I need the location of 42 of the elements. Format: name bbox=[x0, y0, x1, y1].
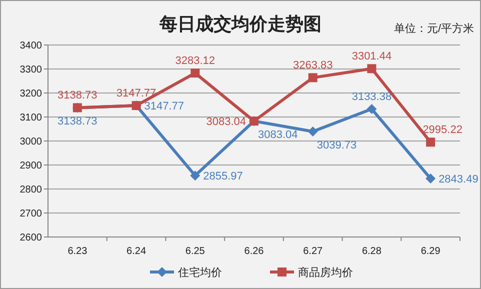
point bbox=[190, 68, 200, 78]
point bbox=[426, 138, 436, 147]
data-label: 3133.38 bbox=[352, 90, 392, 103]
point bbox=[366, 104, 377, 114]
legend-label: 住宅均价 bbox=[178, 266, 222, 279]
chart-title: 每日成交均价走势图 bbox=[158, 14, 322, 34]
point bbox=[308, 73, 318, 82]
text: 单位：元/平方米 bbox=[394, 22, 474, 35]
x-tick-label: 6.26 bbox=[244, 246, 264, 257]
data-label: 2995.22 bbox=[422, 124, 462, 136]
x-tick-label: 6.25 bbox=[185, 246, 206, 257]
y-tick-label: 2700 bbox=[20, 208, 42, 220]
data-label: 3147.77 bbox=[116, 88, 156, 100]
point bbox=[367, 64, 376, 74]
x-tick-label: 6.23 bbox=[68, 246, 88, 257]
data-label: 3083.04 bbox=[258, 129, 298, 142]
data-label: 3147.77 bbox=[144, 100, 184, 113]
data-label: 2855.97 bbox=[203, 170, 243, 183]
data-label: 3039.73 bbox=[316, 139, 357, 152]
data-label: 3138.73 bbox=[58, 90, 98, 102]
y-tick-label: 2600 bbox=[20, 232, 42, 244]
data-label: 3263.83 bbox=[292, 60, 333, 72]
x-tick-label: 6.27 bbox=[303, 246, 324, 257]
y-tick-label: 3100 bbox=[20, 112, 42, 124]
y-tick-label: 3300 bbox=[20, 64, 42, 76]
x-tick-label: 6.29 bbox=[420, 246, 441, 257]
legend-label: 商品房均价 bbox=[298, 266, 353, 279]
data-label: 3138.73 bbox=[58, 116, 98, 128]
data-label: 3083.04 bbox=[206, 116, 246, 128]
y-tick-label: 3400 bbox=[20, 40, 42, 52]
x-tick-label: 6.24 bbox=[126, 246, 146, 257]
y-tick-label: 2800 bbox=[20, 184, 42, 196]
x-tick-label: 6.28 bbox=[362, 246, 382, 257]
data-label: 3283.12 bbox=[175, 55, 216, 68]
data-label: 2843.49 bbox=[438, 174, 478, 186]
point bbox=[426, 174, 436, 184]
point bbox=[308, 126, 318, 136]
data-label: 3301.44 bbox=[352, 50, 392, 63]
y-tick-label: 2900 bbox=[20, 160, 42, 172]
y-tick-label: 3000 bbox=[20, 136, 42, 148]
point bbox=[190, 170, 200, 181]
y-tick-label: 3200 bbox=[20, 88, 42, 100]
